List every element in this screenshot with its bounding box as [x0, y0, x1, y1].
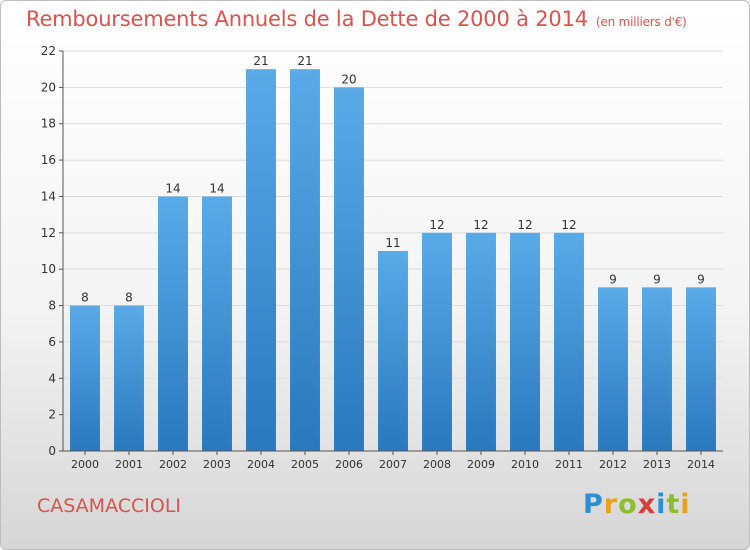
- data-label: 9: [653, 272, 661, 286]
- x-tick-label: 2009: [467, 458, 495, 471]
- bar: [202, 196, 232, 451]
- logo-letter: i: [680, 489, 691, 520]
- data-label: 8: [81, 291, 89, 305]
- data-label: 21: [297, 54, 312, 68]
- x-tick-label: 2001: [115, 458, 143, 471]
- x-tick-label: 2000: [71, 458, 99, 471]
- chart-subtitle: (en milliers d'€): [595, 15, 687, 29]
- y-tick-label: 14: [41, 189, 56, 203]
- proxiti-logo: Proxiti: [583, 489, 691, 520]
- data-label: 12: [517, 218, 532, 232]
- axes: 0 2 4 6 8 10 12 14 16 18 20 22 2000 2001 2002 2003 2004 2…: [41, 44, 723, 471]
- y-tick-label: 2: [48, 408, 56, 422]
- data-label: 11: [385, 236, 400, 250]
- x-tick-label: 2010: [511, 458, 539, 471]
- y-tick-label: 22: [41, 44, 56, 58]
- data-label: 9: [697, 272, 705, 286]
- bar: [686, 287, 716, 451]
- bar: [290, 69, 320, 451]
- logo-letter: i: [656, 489, 667, 520]
- y-tick-label: 16: [41, 153, 56, 167]
- x-tick-label: 2013: [643, 458, 671, 471]
- bar: [158, 196, 188, 451]
- logo-letter: o: [618, 489, 638, 520]
- data-label: 14: [209, 181, 224, 195]
- data-label: 9: [609, 272, 617, 286]
- y-tick-label: 8: [48, 299, 56, 313]
- data-label: 8: [125, 291, 133, 305]
- logo-letter: r: [603, 489, 619, 520]
- x-tick-label: 2003: [203, 458, 231, 471]
- data-label: 12: [473, 218, 488, 232]
- y-tick-label: 18: [41, 117, 56, 131]
- bar: [642, 287, 672, 451]
- bar: [510, 232, 540, 451]
- bar: [422, 232, 452, 451]
- bar: [598, 287, 628, 451]
- x-tick-label: 2007: [379, 458, 407, 471]
- data-label: 20: [341, 72, 356, 86]
- logo-letter: x: [637, 489, 657, 520]
- data-label: 21: [253, 54, 268, 68]
- chart-title-line: Remboursements Annuels de la Dette de 20…: [26, 7, 687, 31]
- y-tick-label: 6: [48, 335, 56, 349]
- bar: [378, 251, 408, 451]
- logo-letter: P: [583, 489, 604, 520]
- bar: [246, 69, 276, 451]
- x-tick-label: 2008: [423, 458, 451, 471]
- x-tick-label: 2012: [599, 458, 627, 471]
- x-tick-label: 2014: [687, 458, 715, 471]
- x-tick-label: 2006: [335, 458, 363, 471]
- bar: [554, 232, 584, 451]
- bar: [466, 232, 496, 451]
- y-tick-label: 20: [41, 80, 56, 94]
- y-tick-label: 10: [41, 262, 56, 276]
- y-tick-label: 4: [48, 371, 56, 385]
- commune-name: CASAMACCIOLI: [37, 495, 182, 517]
- bar: [70, 305, 100, 451]
- logo-letter: t: [666, 489, 681, 520]
- data-label: 12: [561, 218, 576, 232]
- x-tick-label: 2002: [159, 458, 187, 471]
- bar: [334, 87, 364, 451]
- y-tick-label: 0: [48, 444, 56, 458]
- data-label: 12: [429, 218, 444, 232]
- chart-title: Remboursements Annuels de la Dette de 20…: [26, 7, 588, 31]
- y-tick-label: 12: [41, 226, 56, 240]
- x-tick-label: 2004: [247, 458, 275, 471]
- bars: 8 8 14 14 21 21 20 11 12 12 12 12 9 9 9: [70, 54, 716, 451]
- data-label: 14: [165, 181, 180, 195]
- bar: [114, 305, 144, 451]
- x-tick-label: 2011: [555, 458, 583, 471]
- x-tick-label: 2005: [291, 458, 319, 471]
